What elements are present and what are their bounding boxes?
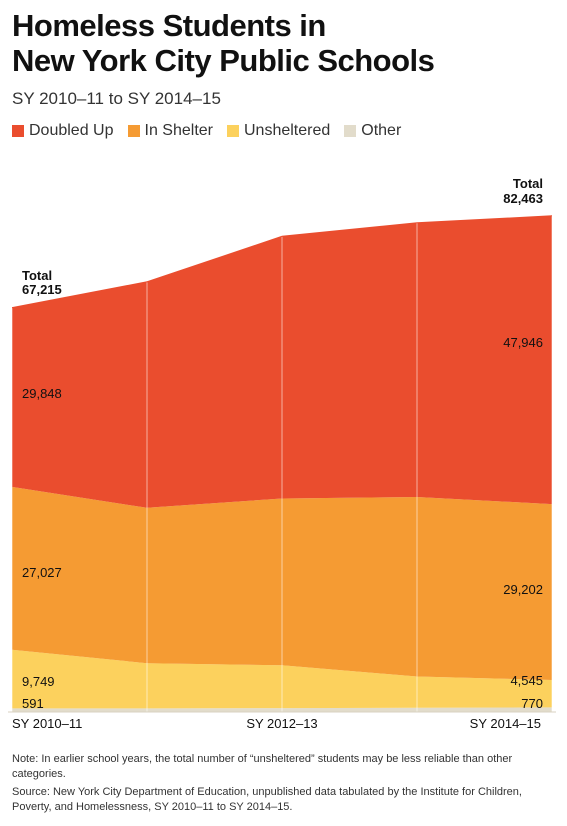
data-label-in-shelter-last: 29,202 bbox=[503, 582, 543, 597]
x-tick-label-2: SY 2012–13 bbox=[246, 716, 317, 731]
chart-subtitle: SY 2010–11 to SY 2014–15 bbox=[12, 89, 221, 108]
total-label-first: Total bbox=[22, 268, 52, 283]
chart-title-line-2: New York City Public Schools bbox=[12, 43, 435, 78]
legend-swatch-other bbox=[344, 125, 357, 137]
data-label-unsheltered-last: 4,545 bbox=[510, 673, 543, 688]
chart-title: Homeless Students in New York City Publi… bbox=[12, 8, 552, 78]
data-label-doubled-up-first: 29,848 bbox=[22, 386, 62, 401]
legend-item-unsheltered: Unsheltered bbox=[226, 122, 331, 140]
data-label-other-first: 591 bbox=[22, 696, 44, 711]
legend-label-in-shelter: In Shelter bbox=[144, 122, 213, 139]
legend-item-doubled-up: Doubled Up bbox=[12, 122, 114, 140]
legend-item-in-shelter: In Shelter bbox=[127, 122, 213, 140]
legend-item-other: Other bbox=[344, 122, 401, 140]
chart-note: Note: In earlier school years, the total… bbox=[12, 753, 513, 780]
total-label-last: Total bbox=[513, 176, 543, 191]
data-label-other-last: 770 bbox=[521, 696, 543, 711]
legend-label-doubled-up: Doubled Up bbox=[29, 122, 114, 139]
x-tick-label-0: SY 2010–11 bbox=[12, 716, 82, 731]
legend-swatch-in-shelter bbox=[127, 125, 140, 137]
legend-label-unsheltered: Unsheltered bbox=[243, 122, 331, 139]
legend: Doubled Up In Shelter Unsheltered Other bbox=[12, 122, 401, 140]
chart-title-line-1: Homeless Students in bbox=[12, 8, 326, 43]
legend-label-other: Other bbox=[361, 122, 402, 139]
legend-swatch-unsheltered bbox=[226, 125, 239, 137]
x-tick-label-4: SY 2014–15 bbox=[470, 716, 541, 731]
data-label-in-shelter-first: 27,027 bbox=[22, 565, 62, 580]
data-label-doubled-up-last: 47,946 bbox=[503, 335, 543, 350]
data-label-unsheltered-first: 9,749 bbox=[22, 674, 55, 689]
total-value-first: 67,215 bbox=[22, 282, 62, 297]
total-value-last: 82,463 bbox=[503, 191, 543, 206]
chart-source: Source: New York City Department of Educ… bbox=[12, 786, 522, 813]
legend-swatch-doubled-up bbox=[12, 125, 24, 137]
